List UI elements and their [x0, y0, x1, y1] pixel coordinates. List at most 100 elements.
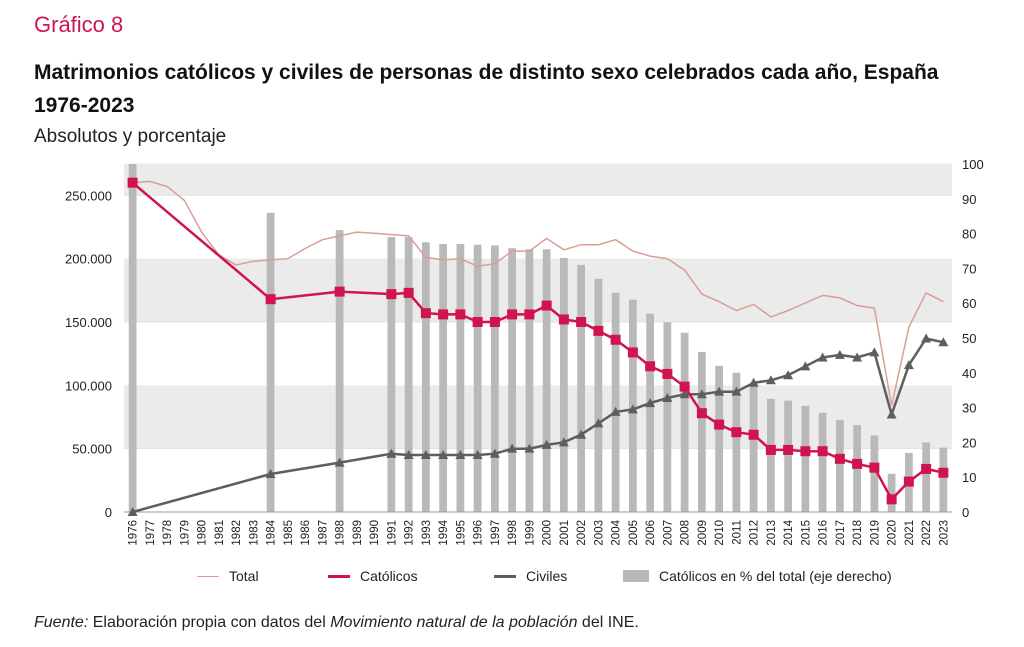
marker-catolicos — [455, 309, 466, 320]
marker-catolicos — [489, 317, 500, 327]
bar-catolicos-pct — [646, 313, 655, 512]
marker-catolicos — [558, 314, 569, 325]
x-tick-label: 2012 — [749, 520, 761, 546]
y-tick-label-left: 0 — [105, 505, 112, 520]
x-tick-label: 1994 — [438, 519, 450, 545]
marker-civiles — [127, 507, 138, 516]
marker-civiles — [938, 337, 949, 347]
x-tick-label: 2021 — [904, 520, 916, 546]
x-tick-label: 2020 — [887, 520, 899, 546]
marker-civiles — [645, 398, 656, 408]
x-tick-label: 2023 — [938, 520, 950, 546]
marker-catolicos — [541, 300, 552, 311]
marker-civiles — [524, 443, 535, 453]
bar-catolicos-pct — [594, 278, 603, 512]
marker-catolicos — [783, 444, 794, 455]
marker-catolicos — [938, 467, 949, 478]
legend-label-total: Total — [229, 568, 259, 584]
x-tick-label: 1986 — [300, 520, 312, 546]
x-tick-label: 2018 — [852, 520, 864, 546]
x-tick-label: 2019 — [869, 520, 881, 546]
bar-catolicos-pct — [680, 332, 689, 512]
marker-catolicos — [472, 317, 483, 327]
bar-catolicos-pct — [801, 405, 810, 512]
y-tick-label-right: 40 — [962, 366, 976, 381]
chart-area: 0 50.000 100.000 150.000 200.000 250.000 0 10 20… — [65, 157, 984, 546]
bar-catolicos-pct — [818, 412, 827, 512]
bar-catolicos-pct — [784, 400, 793, 512]
x-tick-label: 1997 — [490, 520, 502, 546]
bar-catolicos-pct — [922, 442, 931, 512]
y-tick-label-left: 100.000 — [65, 378, 112, 393]
marker-catolicos — [524, 309, 535, 320]
y-tick-label-left: 150.000 — [65, 315, 112, 330]
legend-label-pct: Católicos en % del total (eje derecho) — [659, 568, 892, 584]
marker-civiles — [662, 393, 673, 402]
marker-catolicos — [679, 381, 690, 392]
bar-catolicos-pct — [266, 212, 275, 512]
x-tick-label: 1998 — [507, 520, 519, 546]
marker-catolicos — [610, 334, 621, 345]
x-tick-label: 2009 — [697, 520, 709, 546]
marker-civiles — [438, 450, 449, 459]
marker-civiles — [593, 418, 604, 428]
legend-item-total: Total — [197, 568, 259, 584]
y-tick-label-right: 30 — [962, 401, 976, 416]
legend-item-pct: Católicos en % del total (eje derecho) — [623, 568, 892, 584]
marker-catolicos — [593, 325, 604, 336]
legend-swatch-total — [197, 575, 219, 577]
marker-catolicos — [576, 317, 587, 327]
marker-civiles — [696, 389, 707, 399]
legend-swatch-catolicos — [328, 574, 350, 578]
marker-civiles — [679, 389, 690, 399]
y-tick-label-right: 70 — [962, 261, 976, 276]
bar-catolicos-pct — [542, 249, 551, 512]
x-tick-label: 1995 — [455, 520, 467, 546]
x-tick-label: 2006 — [645, 520, 657, 546]
marker-civiles — [576, 429, 587, 439]
y-tick-label-left: 50.000 — [72, 442, 112, 457]
bar-catolicos-pct — [577, 264, 586, 512]
marker-catolicos — [627, 347, 638, 358]
bar-catolicos-pct — [439, 244, 448, 512]
y-tick-label-right: 50 — [962, 331, 976, 346]
x-tick-label: 2010 — [714, 520, 726, 546]
x-tick-label: 1992 — [404, 520, 416, 546]
bar-catolicos-pct — [749, 383, 758, 512]
bar-catolicos-pct — [456, 244, 465, 512]
bar-catolicos-pct — [766, 398, 775, 512]
x-tick-label: 2022 — [921, 520, 933, 546]
bar-catolicos-pct — [870, 435, 879, 512]
legend-swatch-pct — [623, 570, 649, 582]
marker-civiles — [507, 443, 518, 453]
marker-catolicos — [420, 308, 431, 319]
x-tick-label: 1988 — [335, 520, 347, 546]
x-tick-label: 1983 — [248, 520, 260, 546]
marker-civiles — [800, 361, 811, 371]
x-tick-label: 2014 — [783, 519, 795, 545]
bar-catolicos-pct — [697, 351, 706, 512]
marker-civiles — [489, 448, 500, 458]
x-tick-label: 1982 — [231, 520, 243, 546]
x-tick-label: 2015 — [800, 520, 812, 546]
chart-title: Matrimonios católicos y civiles de perso… — [34, 61, 939, 117]
bar-catolicos-pct — [939, 447, 948, 512]
y-tick-label-right: 90 — [962, 192, 976, 207]
bar-catolicos-pct — [128, 164, 137, 512]
marker-civiles — [886, 409, 897, 419]
x-tick-label: 1976 — [128, 520, 140, 546]
marker-catolicos — [127, 177, 138, 188]
source-prefix: Fuente: — [34, 614, 89, 631]
source-italic: Movimiento natural de la población — [330, 614, 578, 631]
y-tick-label-right: 20 — [962, 435, 976, 450]
bar-catolicos-pct — [490, 245, 499, 512]
grid-band — [124, 385, 952, 449]
x-tick-label: 1987 — [317, 520, 329, 546]
bar-catolicos-pct — [559, 257, 568, 512]
x-tick-label: 1981 — [214, 520, 226, 546]
marker-catolicos — [800, 446, 811, 457]
marker-catolicos — [696, 408, 707, 419]
x-tick-label: 1978 — [162, 520, 174, 546]
x-tick-label: 1993 — [421, 520, 433, 546]
marker-catolicos — [662, 368, 673, 379]
